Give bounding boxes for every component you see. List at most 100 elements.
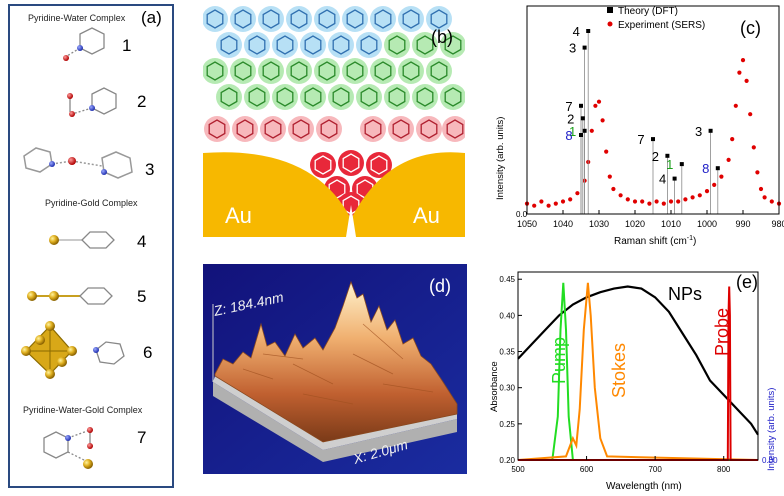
- pyridine-water-gold-7: [43, 427, 93, 469]
- pyridine-halo: [272, 84, 298, 110]
- complex-number: 2: [137, 92, 147, 111]
- dft-marker: [715, 166, 720, 171]
- sers-point: [704, 189, 710, 194]
- pyridine-ring: [360, 87, 378, 107]
- panel-c-xlabel: Raman shift (cm-1): [614, 235, 696, 247]
- label-probe: Probe: [712, 308, 732, 356]
- pyridine-halo: [426, 58, 452, 84]
- pyridine-halo: [370, 58, 396, 84]
- pyridine-halo: [232, 116, 258, 142]
- pyridine-halo: [230, 6, 256, 32]
- pyridine-water-1: [63, 27, 105, 61]
- sers-point: [539, 199, 544, 204]
- pyridine-halo: [286, 6, 312, 32]
- theory-peak-label: 1: [666, 157, 673, 172]
- pyridine-halo: [272, 32, 298, 58]
- pyridine-halo: [204, 116, 230, 142]
- pyridine-halo: [260, 116, 286, 142]
- pyridine-ring: [262, 9, 280, 29]
- pyridine-ring: [320, 119, 338, 139]
- pyridine-ring: [262, 61, 280, 81]
- pyridine-halo: [314, 6, 340, 32]
- theory-peak-label: 3: [695, 124, 702, 139]
- panel-a-label: (a): [141, 8, 162, 27]
- sers-point: [712, 182, 717, 187]
- panel-c-ylabel: Intensity (arb. units): [495, 117, 506, 200]
- pyridine-halo: [398, 58, 424, 84]
- sers-point: [640, 199, 645, 204]
- x-tick-label: 800: [717, 465, 731, 474]
- pyridine-halo: [342, 58, 368, 84]
- dft-marker: [708, 128, 713, 133]
- theory-peak-label: 8: [565, 128, 572, 143]
- sers-point: [719, 174, 724, 179]
- theory-peak-label: 8: [702, 161, 709, 176]
- theory-peak-label: 4: [659, 172, 666, 187]
- pyridine-halo: [356, 32, 382, 58]
- sers-point: [618, 193, 623, 198]
- pyridine-halo: [412, 84, 438, 110]
- pyridine-ring: [402, 61, 420, 81]
- y-tick-label: 0.35: [499, 348, 515, 357]
- pyridine-ring: [206, 9, 224, 29]
- theory-peak-label: 7: [637, 132, 644, 147]
- sers-point: [654, 199, 659, 204]
- pyridine-ring: [276, 87, 294, 107]
- pyridine-halo: [440, 84, 465, 110]
- pyridine-halo: [316, 116, 342, 142]
- sers-point: [589, 128, 594, 133]
- pyridine-halo: [356, 84, 382, 110]
- dft-marker: [679, 162, 684, 167]
- y-tick-label: 0.20: [499, 456, 515, 465]
- panel-d-label: (d): [429, 276, 451, 296]
- panel-e-label: (e): [736, 272, 758, 292]
- pyridine-ring: [374, 9, 392, 29]
- sers-point: [553, 201, 558, 206]
- sers-point: [600, 118, 605, 123]
- pyridine-ring: [220, 35, 238, 55]
- sers-point: [560, 199, 566, 204]
- pyridine-ring: [430, 9, 448, 29]
- pyridine-ring: [292, 119, 310, 139]
- pyridine-ring: [234, 61, 252, 81]
- pyridine-halo: [440, 32, 465, 58]
- sers-point: [762, 195, 767, 200]
- pyridine-ring: [332, 35, 350, 55]
- pyridine-halo: [203, 6, 228, 32]
- sers-point: [568, 197, 573, 202]
- sers-point: [758, 186, 764, 192]
- pyridine-ring: [416, 35, 434, 55]
- sers-point: [607, 174, 612, 179]
- complex-number: 5: [137, 287, 147, 306]
- afm-surface: [214, 280, 458, 443]
- dft-marker: [651, 137, 655, 142]
- pyridine-ring: [276, 35, 294, 55]
- sers-point: [683, 197, 688, 202]
- complex-number: 7: [137, 428, 147, 447]
- section-title-water-gold: Pyridine-Water-Gold Complex: [23, 405, 143, 415]
- theory-peak-label: 2: [567, 111, 574, 126]
- x-tick-label: 1030: [589, 219, 609, 229]
- label-pump: Pump: [549, 337, 569, 384]
- pyridine-halo: [370, 6, 396, 32]
- gold-label-right: Au: [413, 203, 440, 228]
- complex-number: 6: [143, 343, 153, 362]
- y-tick-label: 0.45: [499, 275, 515, 284]
- pyridine-halo: [286, 58, 312, 84]
- pyridine-molecules: [203, 6, 465, 218]
- sers-point: [676, 199, 681, 204]
- trapped-pyridine-halo: [310, 152, 336, 178]
- panel-b-illustration: (b) Au Au: [203, 5, 465, 237]
- sers-point: [755, 170, 760, 175]
- pyridine-halo: [300, 84, 326, 110]
- pyridine-halo: [314, 58, 340, 84]
- pyridine-ring: [290, 61, 308, 81]
- theory-peak-label: 2: [652, 149, 659, 164]
- complex-number: 3: [145, 160, 155, 179]
- label-stokes: Stokes: [609, 343, 629, 398]
- pyridine-ring: [446, 119, 464, 139]
- x-tick-label: 1010: [661, 219, 681, 229]
- pyridine-ring: [430, 61, 448, 81]
- pyridine-halo: [230, 58, 256, 84]
- panel-c-chart: (c) Theory (DFT) Experiment (SERS) Inten…: [495, 5, 784, 247]
